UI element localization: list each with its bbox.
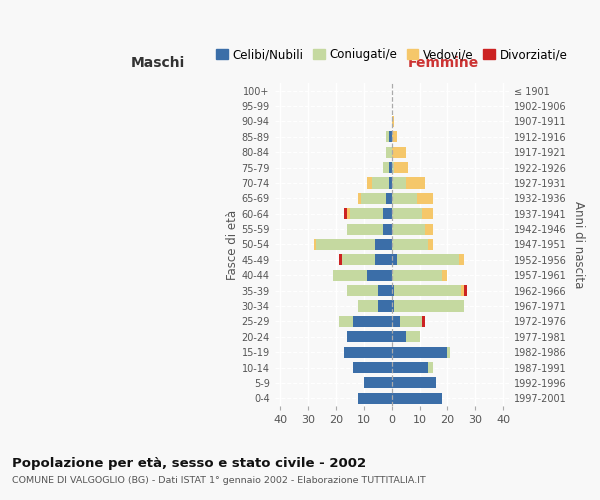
Bar (448, 346, 450, 358)
Bar (386, 193, 392, 204)
Bar (392, 178, 406, 188)
Bar (392, 208, 422, 220)
Bar (464, 285, 467, 296)
Bar (458, 254, 464, 266)
Bar (442, 270, 448, 281)
Bar (364, 378, 392, 388)
Bar (417, 193, 433, 204)
Bar (339, 316, 353, 327)
Bar (392, 254, 397, 266)
Text: Popolazione per età, sesso e stato civile - 2002: Popolazione per età, sesso e stato civil… (12, 458, 366, 470)
Bar (400, 316, 422, 327)
Bar (339, 254, 341, 266)
Bar (406, 331, 419, 342)
Bar (394, 285, 461, 296)
Bar (392, 162, 394, 173)
Bar (358, 392, 392, 404)
Bar (378, 300, 392, 312)
Legend: Celibi/Nubili, Coniugati/e, Vedovi/e, Divorziati/e: Celibi/Nubili, Coniugati/e, Vedovi/e, Di… (211, 44, 572, 66)
Bar (392, 132, 397, 142)
Bar (406, 178, 425, 188)
Bar (344, 346, 392, 358)
Bar (344, 208, 347, 220)
Bar (383, 208, 392, 220)
Bar (314, 239, 316, 250)
Bar (392, 316, 400, 327)
Bar (361, 193, 386, 204)
Bar (392, 270, 442, 281)
Bar (383, 162, 389, 173)
Bar (347, 285, 378, 296)
Bar (392, 300, 394, 312)
Bar (392, 285, 394, 296)
Bar (341, 254, 375, 266)
Bar (350, 208, 383, 220)
Bar (392, 378, 436, 388)
Text: COMUNE DI VALGOGLIO (BG) - Dati ISTAT 1° gennaio 2002 - Elaborazione TUTTITALIA.: COMUNE DI VALGOGLIO (BG) - Dati ISTAT 1°… (12, 476, 426, 485)
Bar (353, 362, 392, 373)
Bar (392, 116, 394, 127)
Bar (347, 208, 350, 220)
Bar (394, 300, 464, 312)
Bar (375, 239, 392, 250)
Bar (394, 162, 409, 173)
Bar (333, 270, 367, 281)
Bar (392, 239, 428, 250)
Bar (353, 316, 392, 327)
Bar (316, 239, 375, 250)
Bar (358, 300, 378, 312)
Bar (367, 270, 392, 281)
Bar (392, 331, 406, 342)
Bar (428, 239, 433, 250)
Bar (389, 132, 392, 142)
Bar (392, 193, 417, 204)
Bar (347, 224, 383, 234)
Text: Maschi: Maschi (130, 56, 185, 70)
Bar (461, 285, 464, 296)
Y-axis label: Anni di nascita: Anni di nascita (572, 201, 585, 288)
Bar (389, 162, 392, 173)
Bar (378, 285, 392, 296)
Bar (428, 362, 433, 373)
Bar (392, 362, 428, 373)
Bar (425, 224, 433, 234)
Bar (422, 208, 433, 220)
Bar (386, 132, 389, 142)
Bar (389, 178, 392, 188)
Bar (358, 193, 361, 204)
Y-axis label: Fasce di età: Fasce di età (226, 210, 239, 280)
Bar (392, 146, 406, 158)
Bar (392, 392, 442, 404)
Bar (422, 316, 425, 327)
Bar (392, 224, 425, 234)
Text: Femmine: Femmine (407, 56, 479, 70)
Bar (375, 254, 392, 266)
Bar (392, 346, 448, 358)
Bar (397, 254, 458, 266)
Bar (367, 178, 372, 188)
Bar (383, 224, 392, 234)
Bar (347, 331, 392, 342)
Bar (386, 146, 392, 158)
Bar (372, 178, 389, 188)
